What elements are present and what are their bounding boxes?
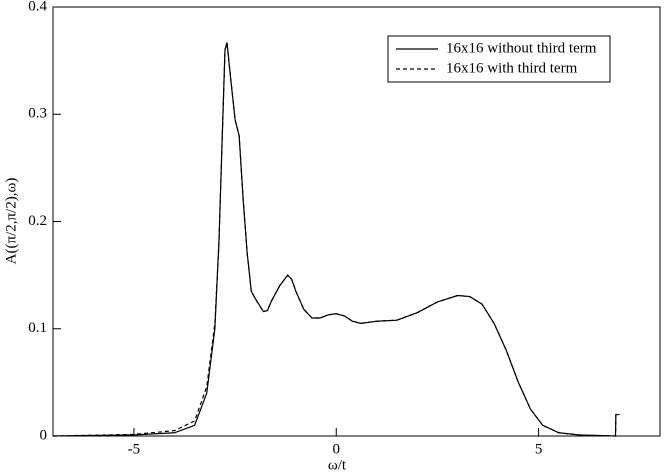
legend-label: 16x16 without third term: [446, 40, 597, 56]
y-axis-label: A((π/2,π/2),ω): [3, 178, 19, 265]
y-tick-label: 0.3: [28, 106, 47, 122]
y-tick-label: 0.2: [28, 213, 47, 229]
y-tick-label: 0.1: [28, 320, 47, 336]
legend-box: [387, 35, 611, 83]
series-line: [52, 43, 620, 437]
x-tick-label: 5: [535, 441, 543, 457]
legend-label: 16x16 with third term: [446, 60, 578, 76]
y-tick-label: 0: [40, 427, 48, 443]
x-tick-label: -5: [128, 441, 141, 457]
series-line: [52, 42, 620, 437]
x-axis-label: ω/t: [328, 457, 347, 473]
x-tick-label: 0: [333, 441, 341, 457]
y-tick-label: 0.4: [28, 0, 47, 14]
